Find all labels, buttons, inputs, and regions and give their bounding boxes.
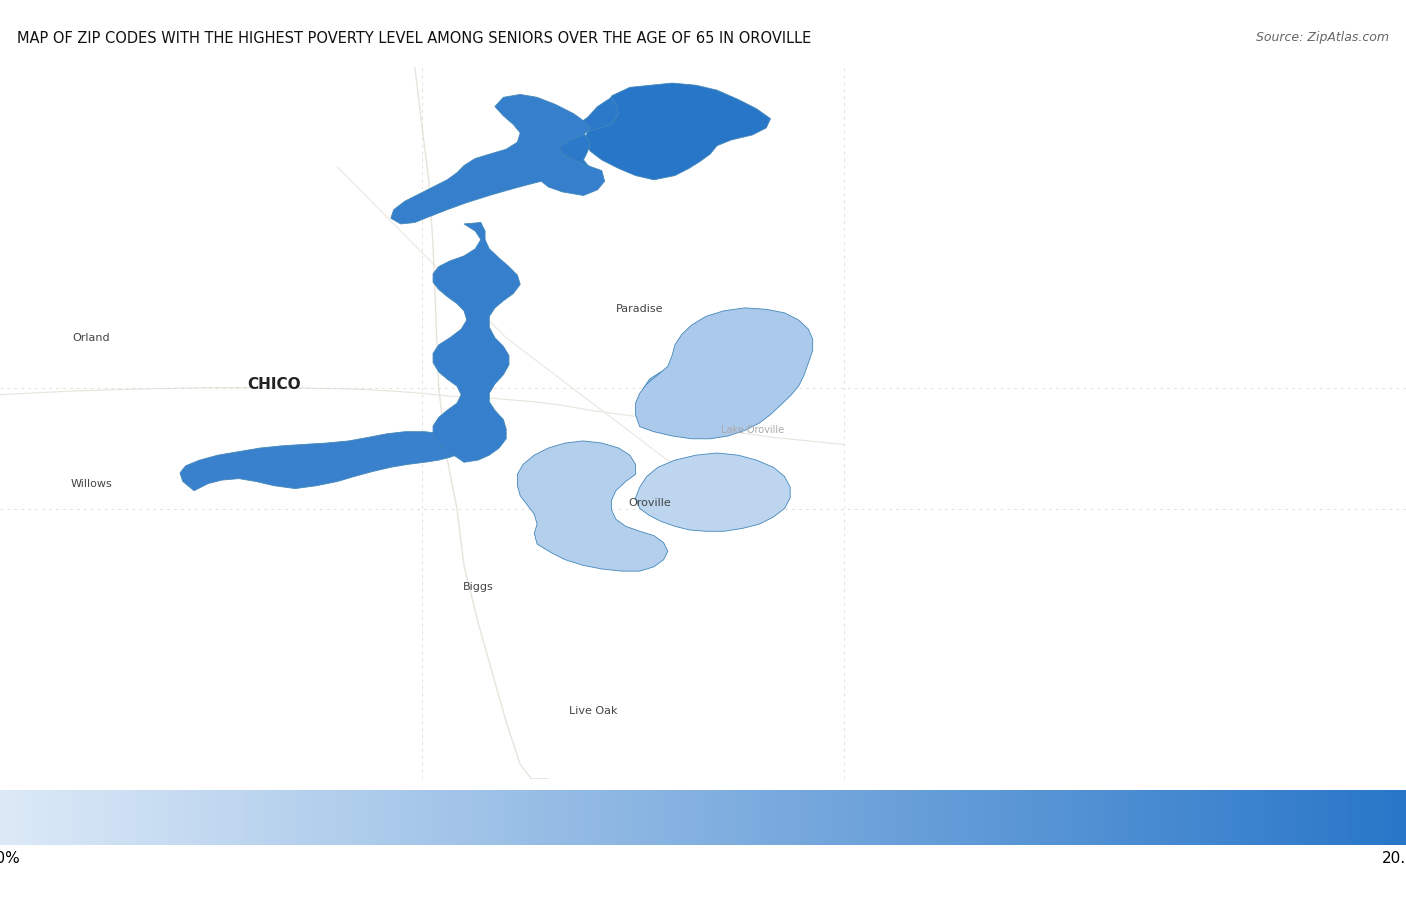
Polygon shape (517, 97, 619, 189)
Text: Paradise: Paradise (616, 304, 664, 315)
Text: Biggs: Biggs (463, 582, 494, 592)
Polygon shape (636, 453, 790, 531)
Text: Willows: Willows (70, 478, 112, 488)
Polygon shape (644, 351, 780, 424)
Text: Source: ZipAtlas.com: Source: ZipAtlas.com (1256, 31, 1389, 44)
Text: CHICO: CHICO (247, 377, 301, 391)
Text: Oroville: Oroville (628, 498, 671, 508)
Text: Lake Oroville: Lake Oroville (721, 425, 783, 435)
Polygon shape (180, 432, 464, 491)
Text: Orland: Orland (73, 333, 110, 343)
Polygon shape (433, 223, 520, 462)
Text: MAP OF ZIP CODES WITH THE HIGHEST POVERTY LEVEL AMONG SENIORS OVER THE AGE OF 65: MAP OF ZIP CODES WITH THE HIGHEST POVERT… (17, 31, 811, 47)
Polygon shape (517, 441, 668, 571)
Polygon shape (583, 83, 770, 180)
Polygon shape (636, 307, 813, 439)
Polygon shape (391, 94, 605, 224)
Text: Live Oak: Live Oak (569, 707, 617, 717)
